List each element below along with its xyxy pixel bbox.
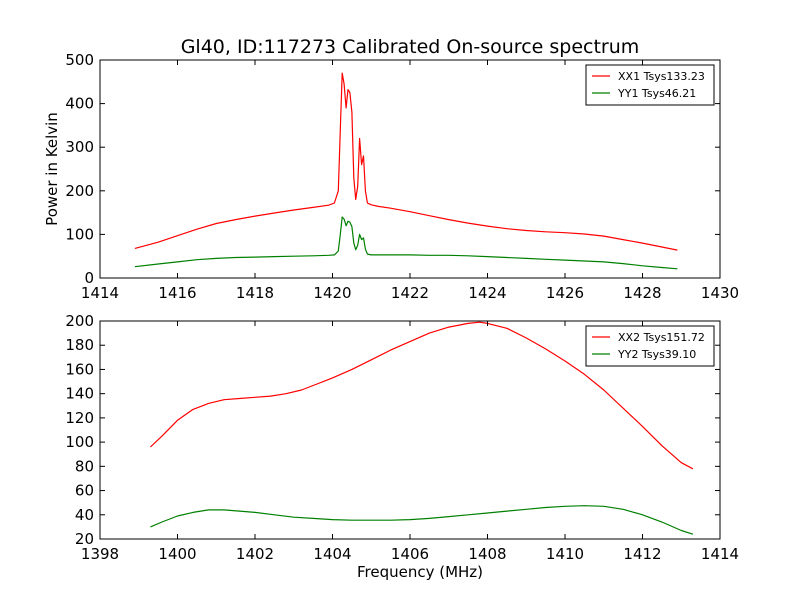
bottom-spectrum-panel: 1398 1400 1402 1404 1406 1408 1410 1412 1414 20 40…: [65, 312, 739, 581]
x-tick-label: 1414: [81, 284, 119, 302]
y-tick-label: 500: [65, 51, 94, 69]
figure-title: Gl40, ID:117273 Calibrated On-source spe…: [181, 36, 640, 58]
legend-label: YY2 Tsys39.10: [617, 348, 696, 361]
x-tick-label: 1420: [313, 284, 351, 302]
x-tick-label: 1422: [391, 284, 429, 302]
x-axis-label: Frequency (MHz): [357, 563, 483, 581]
series-line-yy2: [150, 505, 694, 535]
y-tick-label: 0: [84, 269, 94, 287]
y-axis-label: Power in Kelvin: [43, 112, 61, 226]
x-tick-label: 1414: [701, 545, 739, 563]
x-tick-label: 1418: [236, 284, 274, 302]
series-line-yy1: [134, 216, 678, 270]
y-tick-label: 100: [65, 225, 94, 243]
y-tick-label: 80: [75, 457, 94, 475]
y-tick-label: 100: [65, 433, 94, 451]
x-tick-label: 1410: [546, 545, 584, 563]
x-tick-label: 1400: [158, 545, 196, 563]
x-tick-label: 1406: [391, 545, 429, 563]
legend-box: [585, 325, 715, 367]
series-line-xx2: [149, 321, 694, 470]
y-tick-label: 400: [65, 95, 94, 113]
top-spectrum-panel: 1414 1416 1418 1420 1422 1424 1426 1428 1430 0 100…: [43, 51, 739, 302]
y-tick-label: 300: [65, 138, 94, 156]
y-tick-label: 160: [65, 360, 94, 378]
legend: XX1 Tsys133.23 YY1 Tsys46.21: [585, 64, 715, 106]
x-tick-label: 1408: [468, 545, 506, 563]
x-tick-label: 1412: [623, 545, 661, 563]
x-tick-label: 1430: [701, 284, 739, 302]
y-tick-label: 120: [65, 409, 94, 427]
y-tick-label: 200: [65, 182, 94, 200]
y-tick-label: 140: [65, 385, 94, 403]
y-tick-label: 40: [75, 506, 94, 524]
x-tick-label: 1398: [81, 545, 119, 563]
y-tick-label: 180: [65, 336, 94, 354]
y-tick-label: 20: [75, 530, 94, 548]
x-tick-label: 1426: [546, 284, 584, 302]
x-tick-label: 1404: [313, 545, 351, 563]
x-tick-label: 1402: [236, 545, 274, 563]
y-tick-label: 200: [65, 312, 94, 330]
x-tick-label: 1416: [158, 284, 196, 302]
legend-label: XX1 Tsys133.23: [618, 70, 705, 83]
legend-box: [585, 64, 715, 106]
legend-label: XX2 Tsys151.72: [618, 331, 705, 344]
x-tick-label: 1428: [623, 284, 661, 302]
y-tick-label: 60: [75, 482, 94, 500]
legend-label: YY1 Tsys46.21: [617, 87, 696, 100]
x-tick-label: 1424: [468, 284, 506, 302]
series-line-xx1: [134, 72, 678, 251]
legend: XX2 Tsys151.72 YY2 Tsys39.10: [585, 325, 715, 367]
